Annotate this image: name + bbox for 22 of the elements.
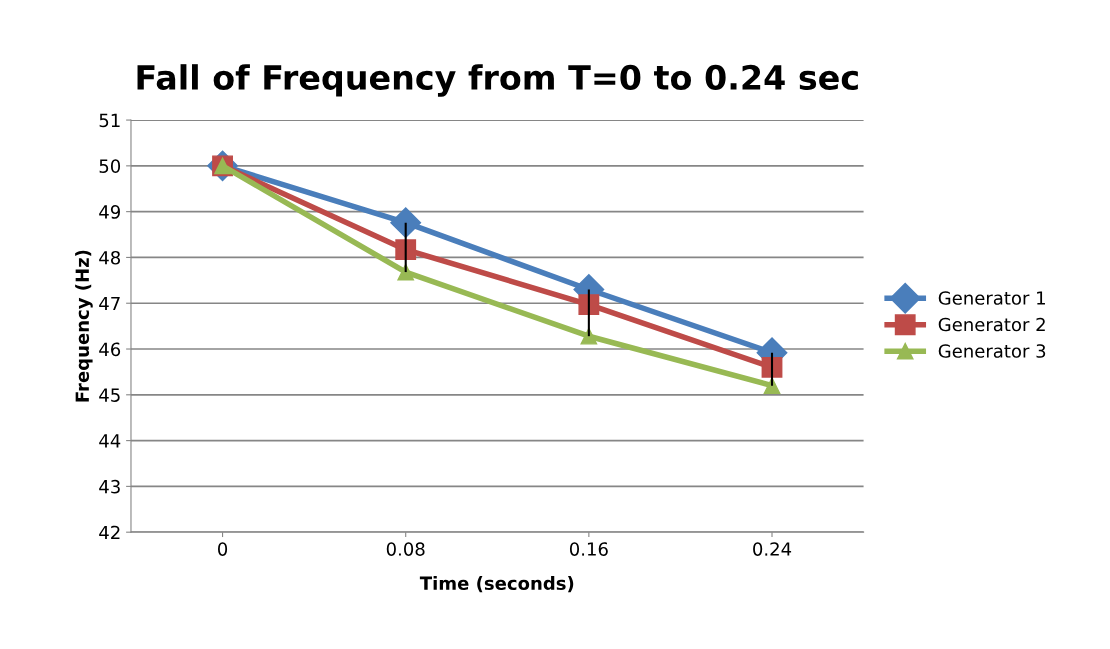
- y-tick-label: 50: [99, 159, 121, 173]
- legend-label: Generator 3: [938, 344, 1046, 358]
- y-tick-label: 46: [99, 342, 121, 357]
- y-tick-label: 48: [99, 250, 121, 265]
- y-tick-label: 49: [99, 205, 120, 219]
- x-tick-label: 0.08: [386, 542, 425, 556]
- x-tick-label: 0: [218, 542, 228, 556]
- y-tick-label: 44: [99, 434, 121, 448]
- y-tick-label: 51: [99, 113, 120, 128]
- legend-label: Generator 1: [938, 291, 1045, 305]
- chart-title: Fall of Frequency from T=0 to 0.24 sec: [137, 64, 858, 97]
- x-tick-label: 0.16: [569, 542, 608, 556]
- y-tick-label: 43: [99, 479, 120, 494]
- y-tick-label: 45: [99, 388, 120, 402]
- x-axis-title: Time (seconds): [419, 576, 574, 593]
- x-tick-label: 0.24: [753, 542, 792, 556]
- legend-label: Generator 2: [938, 317, 1045, 332]
- y-tick-label: 42: [99, 525, 120, 540]
- point: [578, 294, 600, 316]
- y-tick-label: 47: [99, 296, 120, 311]
- point: [390, 207, 422, 239]
- y-axis-title: Frequency (Hz): [75, 250, 93, 402]
